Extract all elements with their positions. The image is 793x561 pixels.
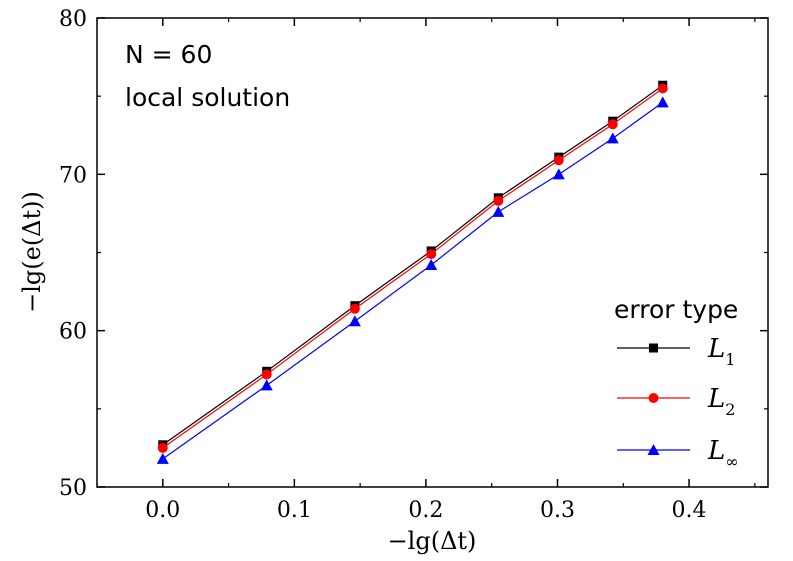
x-tick-label: 0.0 [145,498,180,523]
y-tick-label: 50 [59,476,87,501]
data-point [156,452,169,464]
data-point [425,259,438,271]
legend-label: L∞ [707,436,739,471]
legend-marker [649,343,658,353]
legend-label-subscript: 1 [725,350,735,369]
legend-marker [647,444,660,455]
y-tick-label: 80 [59,7,87,32]
series-1 [158,80,668,450]
series-line [162,87,664,449]
data-point [553,155,564,166]
legend-title: error type [614,295,738,324]
data-point [492,205,505,217]
y-tick-label: 60 [59,320,87,345]
x-tick-label: 0.4 [672,498,707,523]
x-tick-label: 0.3 [540,498,575,523]
legend-item: L1 [617,334,735,369]
legend-label: L2 [707,384,735,419]
data-point [261,369,272,380]
data-point [426,249,437,260]
legend-marker [648,393,659,403]
data-point [348,315,361,327]
data-point [493,195,504,206]
data-point [552,168,565,180]
x-axis-title: −lg(Δt) [388,527,477,555]
series-line [162,101,664,460]
y-axis-title: −lg(e(Δt)) [18,191,46,313]
ticks: 0.0 0.1 0.2 0.3 0.4 50 60 70 80 [59,7,768,523]
series-line [162,84,664,446]
series-2 [157,83,668,453]
data-point [157,442,168,453]
legend-item: L2 [617,384,735,419]
legend-label-main: L [707,334,725,364]
legend-label-main: L [707,436,725,466]
data-point [607,119,618,130]
legend-label: L1 [707,334,735,369]
data-point [656,96,669,108]
annotation-local-solution: local solution [125,83,290,112]
annotation-n: N = 60 [125,40,212,69]
data-point [349,303,360,314]
legend-item: L∞ [617,436,739,471]
data-point [260,379,273,391]
legend-label-main: L [707,384,725,414]
series-layer [156,80,669,464]
series-3 [156,96,669,464]
y-tick-label: 70 [59,163,87,188]
data-point [606,132,619,144]
x-tick-label: 0.2 [408,498,443,523]
data-point [657,83,668,94]
legend-label-subscript: ∞ [725,452,738,471]
x-tick-label: 0.1 [277,498,312,523]
legend-label-subscript: 2 [725,400,735,419]
